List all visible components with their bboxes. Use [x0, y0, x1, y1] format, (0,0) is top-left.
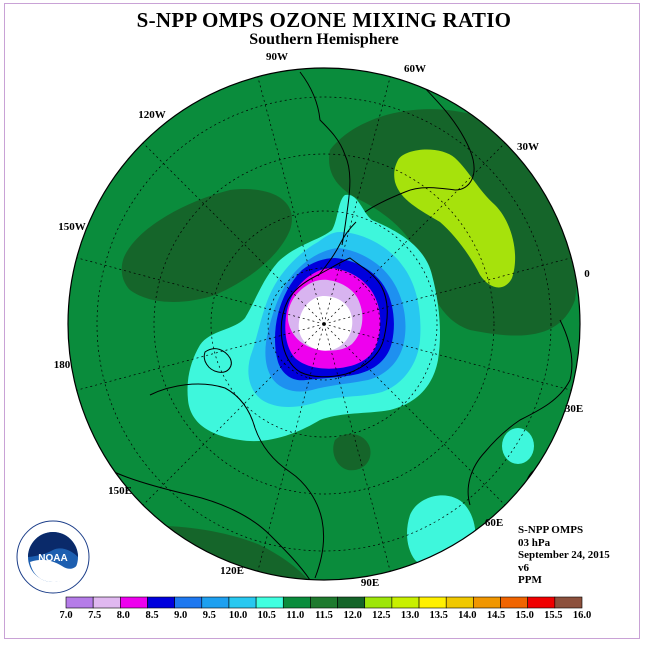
colorbar-box [418, 596, 447, 609]
info-block: S-NPP OMPS 03 hPa September 24, 2015 v6 … [518, 524, 610, 587]
colorbar-box [310, 596, 338, 609]
latitude-circle-1 [267, 267, 381, 381]
colorbar-box [282, 596, 311, 609]
colorbar-box [174, 596, 203, 609]
map-title: S-NPP OMPS OZONE MIXING RATIO [136, 8, 512, 32]
noaa-logo: NOAA [16, 520, 90, 594]
colorbar-tick-label: 10.0 [229, 610, 247, 621]
coastline-southeast-asia [109, 469, 311, 580]
latitude-circle-3 [153, 153, 495, 495]
colorbar-tick-label: 8.5 [145, 610, 158, 621]
colorbar-tick-label: 13.5 [429, 610, 447, 621]
lime-region [394, 149, 516, 288]
colorbar-tick-label: 12.5 [372, 610, 390, 621]
colorbar-tick-label: 16.0 [573, 610, 591, 621]
longitude-label: 30W [517, 141, 539, 153]
colorbar-tick-label: 13.0 [401, 610, 419, 621]
colorbar-tick-label: 14.5 [487, 610, 505, 621]
colorbar-box [228, 596, 257, 609]
colorbar-tick-label: 11.0 [286, 610, 304, 621]
info-date: September 24, 2015 [518, 549, 610, 561]
longitude-label: 150E [108, 485, 132, 497]
info-level: 03 hPa [518, 536, 551, 549]
colorbar-tick-label: 12.0 [343, 610, 361, 621]
coastline-australia [149, 383, 325, 579]
colorbar-box [120, 596, 148, 609]
colorbar-tick-label: 10.5 [257, 610, 275, 621]
longitude-label: 180 [54, 359, 71, 371]
coastline-antarctic-peninsula [317, 221, 357, 277]
cyan-blob-east [502, 428, 534, 464]
colorbar-box [65, 596, 94, 609]
latitude-circle-2 [210, 210, 438, 438]
colorbar-box [391, 596, 420, 609]
colorbar-tick-label: 14.0 [458, 610, 476, 621]
colorbar-tick-label: 15.0 [515, 610, 533, 621]
graticule [76, 76, 572, 572]
colorbar-box [527, 596, 556, 609]
colorbar-tick-label: 7.0 [59, 610, 72, 621]
info-instrument: S-NPP OMPS [518, 524, 584, 536]
info-version: v6 [518, 561, 529, 574]
colorbar-tick-label: 15.5 [544, 610, 562, 621]
colorbar-box [473, 596, 501, 609]
south-pole-marker [322, 322, 326, 326]
longitude-label: 60E [485, 517, 503, 529]
info-unit: PPM [518, 574, 542, 586]
longitude-label: 90E [361, 577, 379, 589]
colorbar-box [500, 596, 528, 609]
colorbar-box [337, 596, 366, 609]
coastline-africa [467, 319, 573, 506]
map-subtitle: Southern Hemisphere [249, 31, 399, 48]
colorbar-box [554, 596, 583, 609]
colorbar-tick-label: 8.0 [117, 610, 130, 621]
noaa-logo-text: NOAA [38, 553, 67, 564]
colorbar-tick-label: 9.5 [203, 610, 216, 621]
colorbar-labels: 7.0 7.5 8.0 8.5 9.0 9.5 10.0 10.5 11.0 11.5 12.0 12… [59, 610, 591, 621]
longitude-label: 30E [565, 403, 583, 415]
longitude-label: 120W [138, 109, 166, 121]
colorbar-tick-label: 9.0 [174, 610, 187, 621]
coastline-new-zealand [203, 348, 232, 373]
longitude-label: 120E [220, 565, 244, 577]
longitude-labels: 90W 60W 30W 0 30E 60E 90E 120E 150E 180 150W 120W [54, 51, 591, 589]
longitude-label: 90W [266, 51, 288, 63]
dark-green-region-south [333, 433, 371, 471]
dark-green-region-west [121, 189, 292, 302]
coastline-antarctica [280, 257, 388, 378]
figure-frame [4, 3, 640, 639]
latitude-circle-4 [96, 96, 552, 552]
colorbar-box [445, 596, 474, 609]
colorbar-boxes [65, 596, 583, 609]
longitude-label: 60W [404, 63, 426, 75]
colorbar-tick-label: 11.5 [315, 610, 333, 621]
colorbar-box [255, 596, 284, 609]
map-border [67, 67, 581, 581]
colorbar-box [92, 596, 121, 609]
colorbar-tick-label: 7.5 [88, 610, 101, 621]
longitude-label: 150W [58, 221, 86, 233]
colorbar-box [147, 596, 175, 609]
colorbar-box [364, 596, 393, 609]
coastline-south-america-east [364, 71, 475, 213]
colorbar-box [201, 596, 230, 609]
longitude-label: 0 [584, 268, 590, 280]
